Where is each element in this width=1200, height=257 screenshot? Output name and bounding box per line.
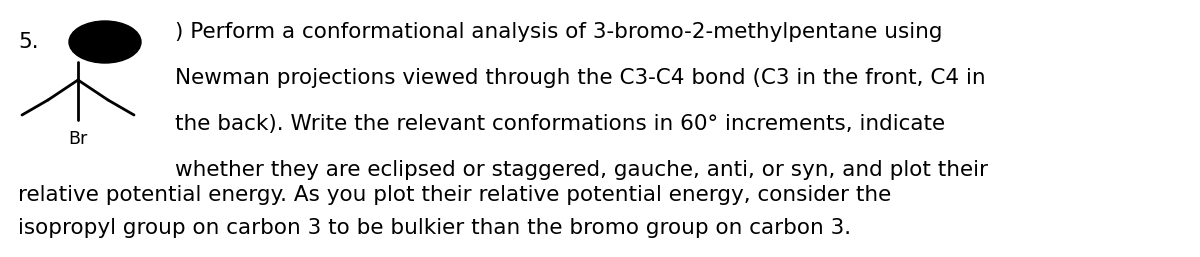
- Text: 5.: 5.: [18, 32, 38, 52]
- Ellipse shape: [70, 21, 142, 63]
- Text: whether they are eclipsed or staggered, gauche, anti, or syn, and plot their: whether they are eclipsed or staggered, …: [175, 160, 988, 180]
- Text: Br: Br: [68, 130, 88, 148]
- Text: ) Perform a conformational analysis of 3-bromo-2-methylpentane using: ) Perform a conformational analysis of 3…: [175, 22, 942, 42]
- Text: isopropyl group on carbon 3 to be bulkier than the bromo group on carbon 3.: isopropyl group on carbon 3 to be bulkie…: [18, 218, 851, 238]
- Text: the back). Write the relevant conformations in 60° increments, indicate: the back). Write the relevant conformati…: [175, 114, 946, 134]
- Text: relative potential energy. As you plot their relative potential energy, consider: relative potential energy. As you plot t…: [18, 185, 892, 205]
- Text: Newman projections viewed through the C3-C4 bond (C3 in the front, C4 in: Newman projections viewed through the C3…: [175, 68, 985, 88]
